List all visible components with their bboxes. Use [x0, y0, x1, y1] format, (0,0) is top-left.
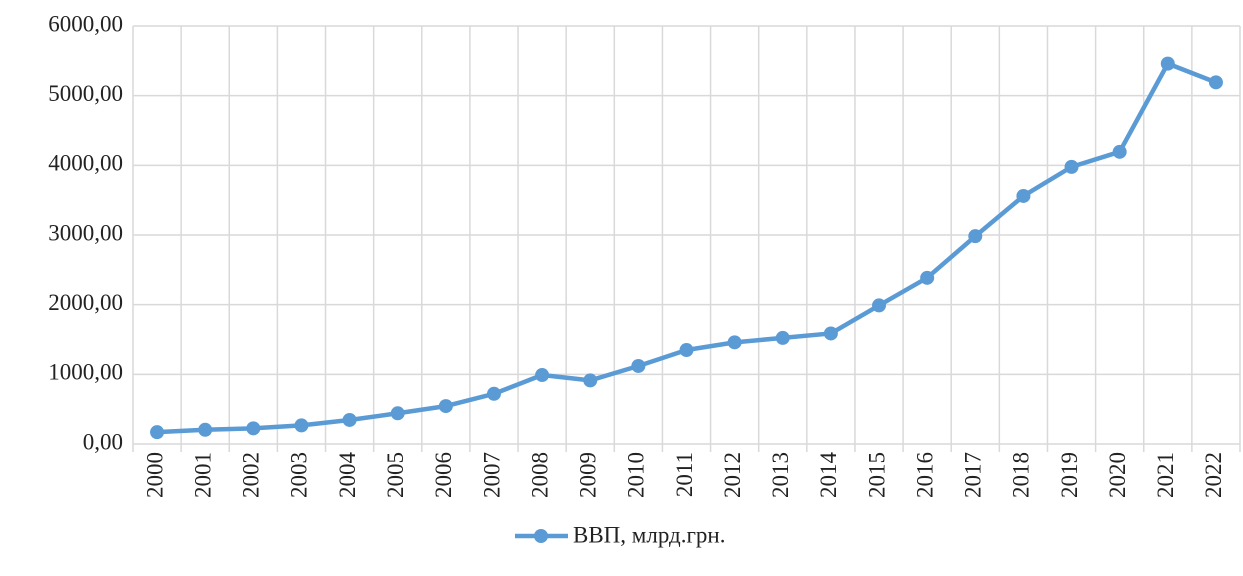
- y-tick-label: 4000,00: [48, 151, 123, 176]
- x-tick-label: 2009: [576, 452, 601, 498]
- y-tick-label: 2000,00: [48, 290, 123, 315]
- point: [1160, 56, 1175, 71]
- point: [823, 326, 838, 341]
- point: [246, 421, 261, 436]
- x-tick-label: 2007: [479, 452, 504, 498]
- point: [342, 412, 357, 427]
- legend-label: ВВП, млрд.грн.: [573, 522, 725, 547]
- y-tick-label: 0,00: [83, 429, 123, 454]
- x-tick-label: 2003: [287, 452, 312, 498]
- x-tick-label: 2021: [1153, 452, 1178, 498]
- x-tick-label: 2006: [431, 452, 456, 498]
- x-tick-label: 2015: [864, 452, 889, 498]
- x-tick-label: 2013: [768, 452, 793, 498]
- point: [438, 399, 453, 414]
- point: [1112, 144, 1127, 159]
- point: [1208, 75, 1223, 90]
- point: [583, 373, 598, 388]
- point: [631, 358, 646, 373]
- x-tick-label: 2002: [239, 452, 264, 498]
- x-tick-label: 2017: [961, 452, 986, 498]
- point: [1016, 188, 1031, 203]
- x-tick-label: 2019: [1057, 452, 1082, 498]
- x-tick-label: 2010: [624, 452, 649, 498]
- x-tick-label: 2001: [190, 452, 215, 498]
- point: [679, 343, 694, 358]
- y-tick-label: 5000,00: [48, 81, 123, 106]
- point: [872, 298, 887, 313]
- x-tick-label: 2016: [912, 452, 937, 498]
- point: [150, 425, 165, 440]
- x-tick-label: 2004: [335, 452, 360, 499]
- y-tick-label: 6000,00: [48, 11, 123, 36]
- point: [198, 422, 213, 437]
- series-line: [156, 61, 1217, 435]
- y-tick-label: 3000,00: [48, 220, 123, 245]
- x-tick-label: 2005: [383, 452, 408, 498]
- point: [727, 335, 742, 350]
- point: [1064, 159, 1079, 174]
- point: [775, 330, 790, 345]
- x-tick-label: 2018: [1009, 452, 1034, 498]
- point: [535, 368, 550, 383]
- x-tick-label: 2020: [1105, 452, 1130, 498]
- point: [390, 406, 405, 421]
- x-tick-label: 2014: [816, 452, 841, 499]
- x-tick-label: 2022: [1201, 452, 1226, 498]
- x-tick-label: 2011: [672, 452, 697, 497]
- point: [486, 386, 501, 401]
- x-tick-label: 2000: [142, 452, 167, 498]
- point: [920, 270, 935, 285]
- legend-marker: [534, 529, 548, 543]
- x-tick-label: 2012: [720, 452, 745, 498]
- point: [294, 418, 309, 433]
- y-tick-label: 1000,00: [48, 360, 123, 385]
- x-tick-label: 2008: [527, 452, 552, 498]
- point: [968, 229, 983, 244]
